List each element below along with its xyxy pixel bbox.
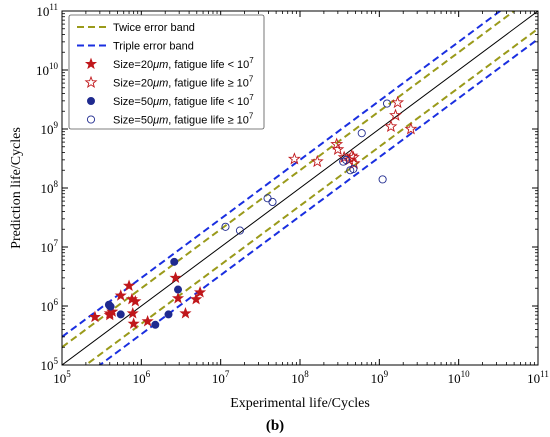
y-tick-label: 1010 — [36, 61, 59, 78]
legend-series-label: Size=50μm, fatigue life ≥ 107 — [113, 112, 254, 127]
data-point-series-3 — [170, 257, 179, 266]
data-point-series-1 — [190, 292, 203, 305]
x-tick-label: 109 — [371, 369, 389, 386]
identity-line — [62, 11, 538, 365]
data-point-series-1 — [127, 317, 140, 329]
data-point-series-3 — [151, 320, 160, 329]
data-point-series-4 — [382, 99, 392, 108]
data-point-series-1 — [114, 289, 127, 301]
data-point-series-4 — [341, 155, 351, 164]
data-point-series-1 — [129, 294, 142, 307]
data-point-series-3 — [116, 310, 125, 319]
data-point-series-3 — [174, 285, 183, 294]
y-axis-label: Prediction life/Cycles — [9, 127, 24, 249]
data-point-series-1 — [88, 310, 101, 323]
legend-marker-series-3 — [87, 97, 96, 106]
data-point-series-4 — [357, 129, 366, 138]
legend-entry-label: Triple error band — [113, 41, 194, 53]
data-point-series-1 — [141, 314, 154, 327]
legend-marker-series-4 — [86, 115, 96, 124]
x-tick-label: 106 — [133, 369, 151, 386]
data-point-series-2 — [310, 154, 324, 168]
data-point-series-2 — [287, 152, 301, 165]
x-axis-label: Experimental life/Cycles — [230, 396, 370, 411]
data-point-series-2 — [384, 119, 398, 133]
data-point-series-2 — [345, 149, 359, 162]
data-point-series-1 — [106, 305, 119, 317]
data-point-series-4 — [221, 222, 230, 231]
legend-series-label: Size=20μm, fatigue life ≥ 107 — [113, 75, 254, 90]
data-point-series-1 — [169, 271, 182, 283]
data-point-series-1 — [171, 291, 185, 304]
x-tick-label: 108 — [291, 369, 309, 386]
data-point-series-1 — [179, 307, 192, 319]
y-tick-label: 106 — [41, 297, 59, 314]
y-tick-label: 107 — [41, 238, 59, 255]
data-point-series-2 — [331, 142, 345, 155]
x-tick-label: 105 — [53, 369, 71, 386]
legend-box — [68, 14, 265, 130]
y-tick-label: 108 — [41, 179, 59, 196]
legend-marker-series-2 — [84, 75, 98, 88]
legend-series-label: Size=50μm, fatigue life < 107 — [113, 93, 254, 108]
panel-label: (b) — [266, 418, 284, 434]
data-point-series-1 — [194, 286, 207, 298]
data-point-series-1 — [122, 279, 136, 291]
x-tick-label: 1011 — [527, 369, 549, 386]
y-tick-label: 1011 — [36, 2, 58, 19]
data-point-series-1 — [126, 307, 139, 319]
data-point-series-3 — [106, 302, 115, 311]
data-point-series-4 — [268, 197, 277, 207]
data-point-series-2 — [391, 95, 405, 109]
data-point-series-4 — [263, 194, 272, 203]
legend-entry-label: Twice error band — [113, 22, 195, 34]
x-tick-label: 107 — [212, 369, 230, 386]
legend-marker-series-1 — [84, 57, 98, 70]
data-point-series-2 — [389, 108, 402, 121]
legend: Twice error band Triple error band Size=20… — [68, 14, 265, 130]
y-tick-label: 109 — [41, 120, 59, 137]
data-point-series-2 — [404, 122, 418, 135]
data-point-series-4 — [349, 164, 358, 174]
data-point-series-3 — [164, 310, 173, 319]
data-points — [88, 95, 418, 329]
x-tick-label: 1010 — [448, 369, 471, 386]
legend-series-label: Size=20μm, fatigue life < 107 — [113, 56, 254, 71]
data-point-series-4 — [235, 226, 244, 235]
data-point-series-4 — [378, 175, 387, 184]
